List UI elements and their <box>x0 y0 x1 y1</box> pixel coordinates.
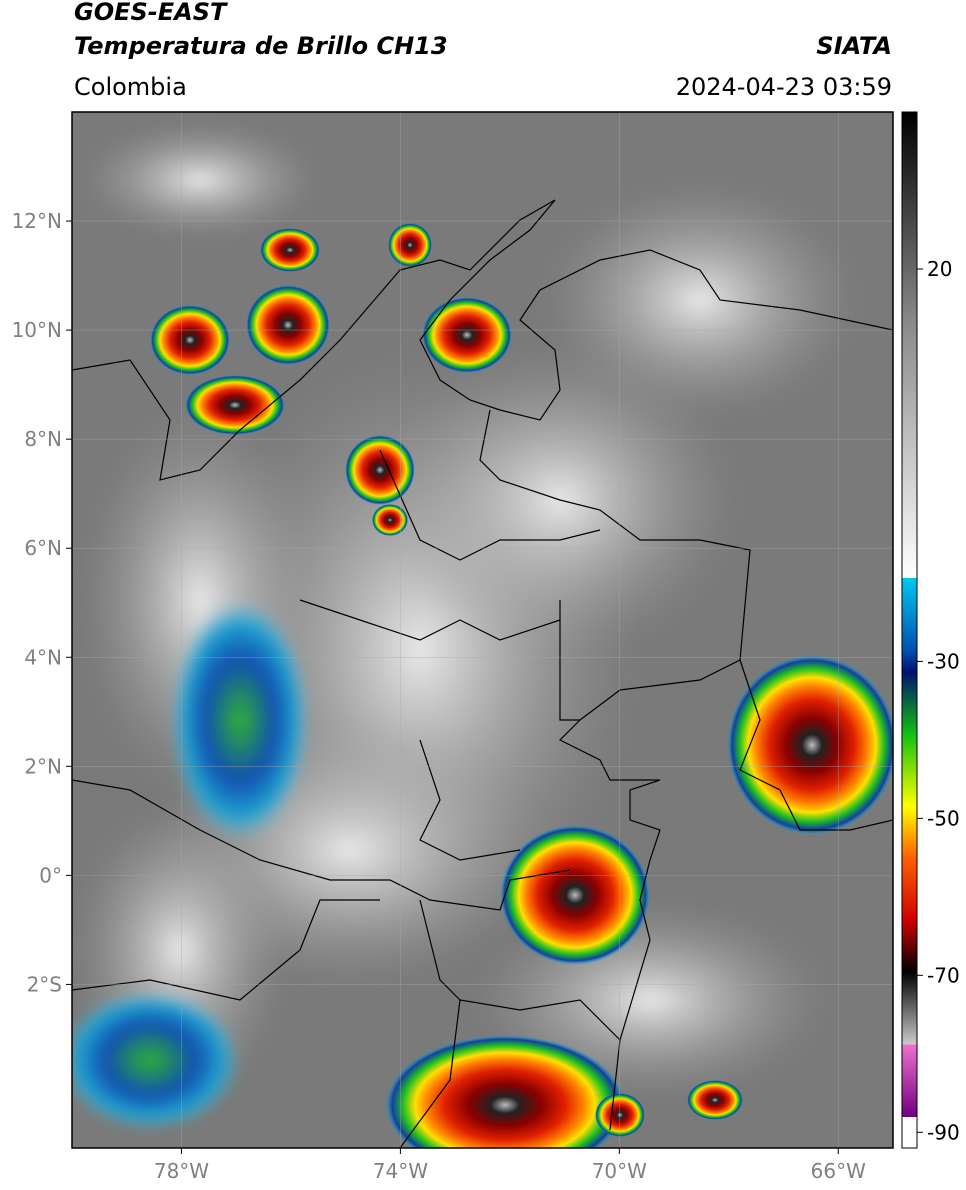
satellite: GOES-EAST <box>74 0 228 26</box>
y-tick-label: 0° <box>39 863 62 887</box>
x-tick-label: 70°W <box>592 1159 647 1183</box>
product: Temperatura de Brillo CH13 <box>74 32 448 60</box>
x-tick-label: 66°W <box>811 1159 866 1183</box>
colorbar-tick-label: -50 <box>927 806 960 830</box>
colorbar-tick-label: 20 <box>927 257 952 281</box>
datetime: 2024-04-23 03:59 <box>676 73 892 101</box>
colorbar <box>901 111 918 1149</box>
y-tick-label: 2°S <box>27 972 62 996</box>
y-tick-label: 4°N <box>24 645 62 669</box>
y-tick-label: 12°N <box>12 209 62 233</box>
colorbar-tick-label: -70 <box>927 963 960 987</box>
x-tick-label: 74°W <box>373 1159 428 1183</box>
grid <box>72 112 893 1148</box>
boundaries <box>72 199 893 1148</box>
y-tick-label: 6°N <box>24 536 62 560</box>
storm-cells <box>150 223 893 1148</box>
source: SIATA <box>816 32 892 60</box>
map-frame <box>71 111 894 1149</box>
satellite-image <box>72 112 893 1148</box>
y-tick-label: 10°N <box>12 318 62 342</box>
y-tick-label: 2°N <box>24 754 62 778</box>
x-tick-label: 78°W <box>154 1159 209 1183</box>
y-tick-label: 8°N <box>24 427 62 451</box>
region: Colombia <box>74 73 187 101</box>
colorbar-tick-label: -30 <box>927 649 960 673</box>
colorbar-tick-label: -90 <box>927 1120 960 1144</box>
